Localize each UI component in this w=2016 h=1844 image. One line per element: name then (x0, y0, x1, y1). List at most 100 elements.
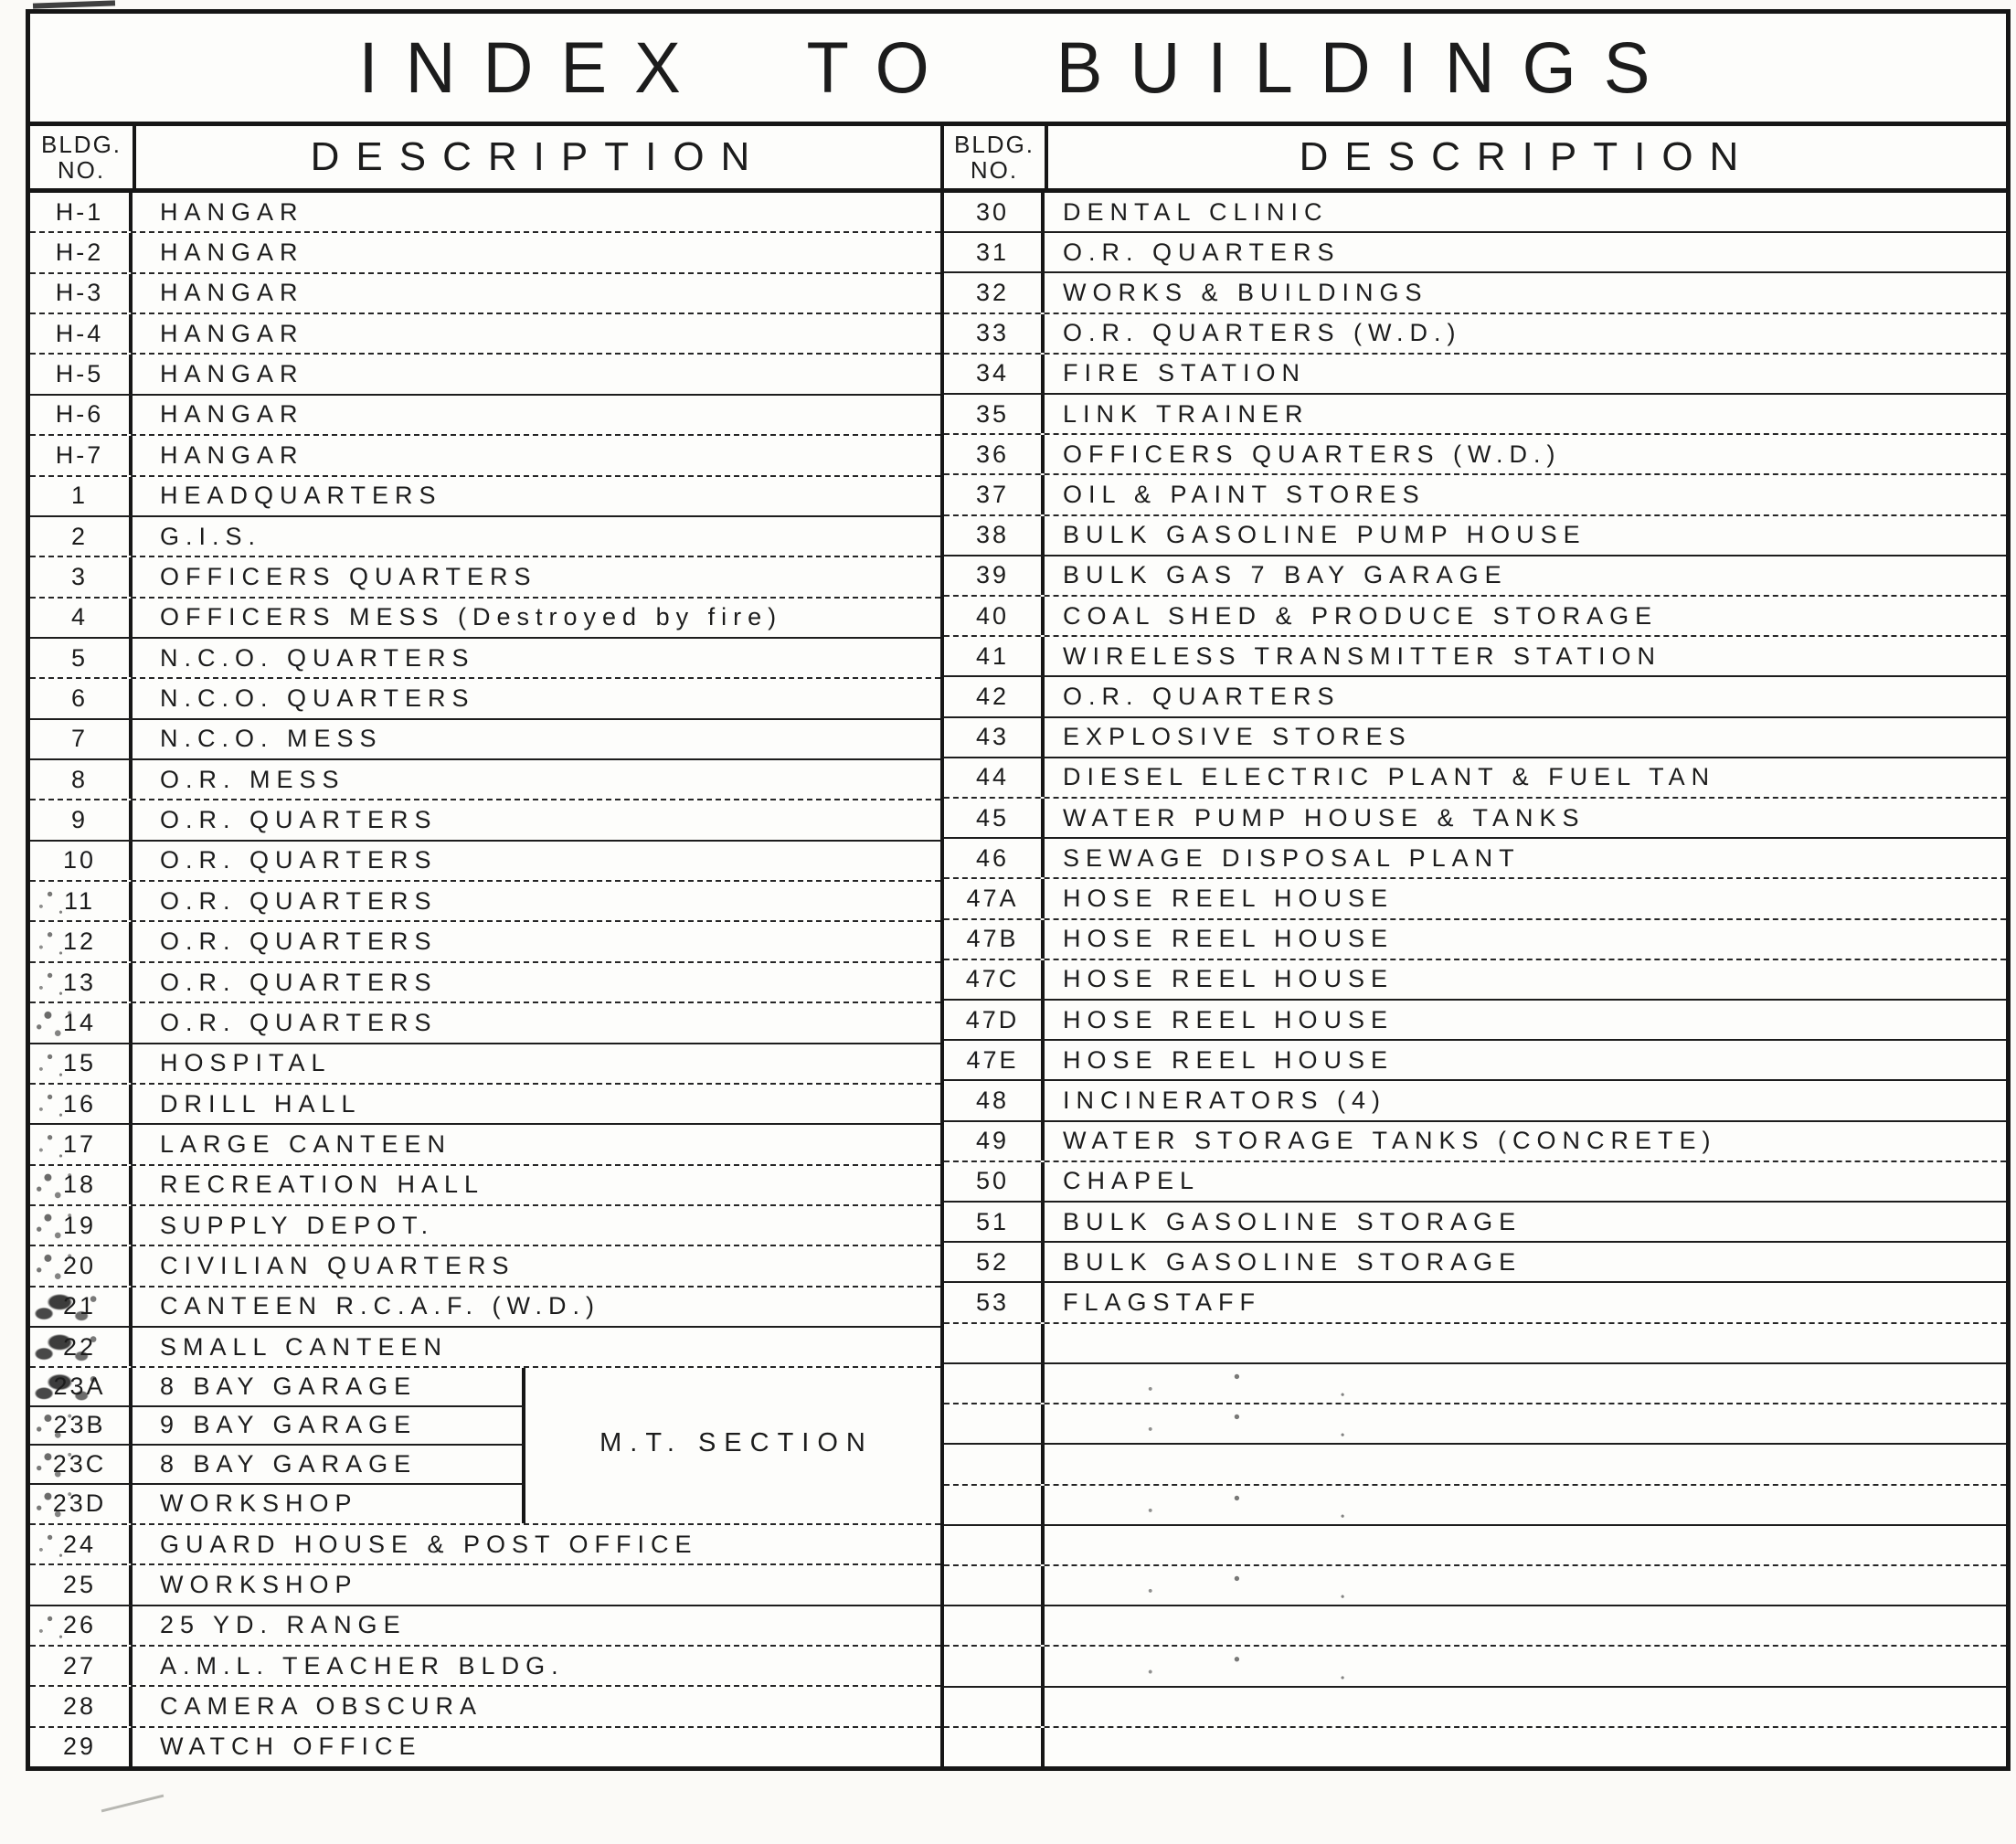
table-row (944, 1687, 2006, 1728)
table-row (944, 1727, 2006, 1766)
bldg-no-cell: 48 (944, 1081, 1045, 1120)
description-cell: DRILL HALL (160, 1089, 362, 1118)
description-cell: WATCH OFFICE (160, 1733, 422, 1761)
description-cell: O.R. QUARTERS (160, 927, 438, 956)
bldg-no-cell: 47A (944, 879, 1045, 918)
description-cell: FIRE STATION (1063, 359, 1306, 387)
description-cell: 8 BAY GARAGE (133, 1446, 525, 1485)
description-cell: LINK TRAINER (1063, 399, 1310, 428)
description-cell: CIVILIAN QUARTERS (160, 1252, 515, 1280)
description-cell: FLAGSTAFF (1063, 1288, 1262, 1317)
description-cell (1045, 1404, 2006, 1444)
table-row: 3 OFFICERS QUARTERS (30, 557, 940, 599)
description-cell: CANTEEN R.C.A.F. (W.D.) (160, 1292, 601, 1320)
bldg-no-cell: 36 (944, 435, 1045, 474)
description-cell: HANGAR (160, 400, 304, 429)
bldg-no-cell: 22 (30, 1328, 133, 1367)
description-cell: O.R. QUARTERS (160, 886, 438, 915)
description-cell: GUARD HOUSE & POST OFFICE (160, 1530, 698, 1558)
bldg-no-cell: 44 (944, 758, 1045, 798)
bldg-no-cell: 40 (944, 597, 1045, 636)
table-row: 6 N.C.O. QUARTERS (30, 679, 940, 720)
description-cell: N.C.O. QUARTERS (160, 684, 475, 712)
description-cell: DENTAL CLINIC (1063, 197, 1329, 226)
bldg-no-cell: 49 (944, 1121, 1045, 1160)
table-row: 48 INCINERATORS (4) (944, 1081, 2006, 1122)
bldg-no-cell: 18 (30, 1165, 133, 1204)
description-cell: HOSE REEL HOUSE (1063, 1005, 1395, 1033)
table-row: 29 WATCH OFFICE (30, 1727, 940, 1767)
table-row: 52 BULK GASOLINE STORAGE (944, 1243, 2006, 1284)
table-row: H-3 HANGAR (30, 273, 940, 315)
table-row: 37 OIL & PAINT STORES (944, 475, 2006, 516)
bldg-no-cell: 26 (30, 1606, 133, 1645)
bldg-no-cell: 50 (944, 1161, 1045, 1202)
table-row (944, 1445, 2006, 1486)
bldg-no-cell: 23C (30, 1446, 133, 1485)
bldg-no-cell: 19 (30, 1205, 133, 1245)
description-header: DESCRIPTION (310, 134, 767, 179)
table-row: 11 O.R. QUARTERS (30, 882, 940, 923)
right-header-row: BLDG. NO. DESCRIPTION (944, 126, 2006, 193)
bldg-no-header-line2: NO. (970, 156, 1019, 184)
table-row: 2 G.I.S. (30, 516, 940, 558)
table-row: H-4 HANGAR (30, 314, 940, 355)
description-cell: O.R. QUARTERS (W.D.) (1063, 319, 1462, 347)
description-cell (1045, 1526, 2006, 1564)
bldg-no-cell: 33 (944, 313, 1045, 353)
bldg-no-cell: 51 (944, 1203, 1045, 1242)
bldg-no-cell: 24 (30, 1524, 133, 1564)
bldg-no-cell: H-3 (30, 273, 133, 313)
bldg-no-header-line2: NO. (57, 156, 106, 184)
description-cell: BULK GASOLINE STORAGE (1063, 1247, 1523, 1276)
table-row: 26 25 YD. RANGE (30, 1606, 940, 1647)
table-row: 39 BULK GAS 7 BAY GARAGE (944, 556, 2006, 598)
description-cell: HOSE REEL HOUSE (1063, 965, 1395, 993)
bldg-no-cell (944, 1565, 1045, 1606)
table-row: H-6 HANGAR (30, 395, 940, 437)
bldg-no-cell: 10 (30, 841, 133, 881)
bldg-no-cell (944, 1647, 1045, 1686)
table-row: 51 BULK GASOLINE STORAGE (944, 1203, 2006, 1244)
bldg-no-cell: 37 (944, 475, 1045, 514)
bldg-no-cell: 5 (30, 638, 133, 678)
bldg-no-cell: 46 (944, 839, 1045, 878)
bldg-no-header-line1: BLDG. (40, 130, 122, 158)
bldg-no-cell: 1 (30, 476, 133, 515)
description-cell: 25 YD. RANGE (160, 1611, 407, 1639)
bldg-no-cell: 47E (944, 1041, 1045, 1080)
description-cell: A.M.L. TEACHER BLDG. (160, 1651, 565, 1680)
table-row: 14 O.R. QUARTERS (30, 1003, 940, 1044)
table-row: 5 N.C.O. QUARTERS (30, 638, 940, 680)
bldg-no-cell: 28 (30, 1687, 133, 1726)
bldg-no-cell: 29 (30, 1727, 133, 1767)
description-cell: HOSE REEL HOUSE (1063, 1045, 1395, 1074)
description-cell: O.R. QUARTERS (1063, 238, 1341, 266)
bldg-no-cell: 2 (30, 516, 133, 556)
description-cell: N.C.O. QUARTERS (160, 643, 475, 672)
table-row: 23C 8 BAY GARAGE (30, 1446, 940, 1485)
table-row: 47E HOSE REEL HOUSE (944, 1041, 2006, 1082)
index-table: INDEX TO BUILDINGS BLDG. NO. DESCRIPTION… (26, 9, 2011, 1771)
table-row: 31 O.R. QUARTERS (944, 233, 2006, 274)
description-cell: COAL SHED & PRODUCE STORAGE (1063, 601, 1659, 630)
table-row: 12 O.R. QUARTERS (30, 922, 940, 963)
table-row (944, 1404, 2006, 1446)
description-cell: BULK GASOLINE STORAGE (1063, 1207, 1523, 1235)
bldg-no-cell: 20 (30, 1246, 133, 1286)
table-row: 9 O.R. QUARTERS (30, 800, 940, 842)
bldg-no-cell: 39 (944, 556, 1045, 596)
bldg-no-cell: 43 (944, 717, 1045, 757)
description-cell: O.R. MESS (160, 765, 345, 793)
bldg-no-cell: H-2 (30, 233, 133, 272)
description-cell (1045, 1363, 2006, 1404)
table-row: 21 CANTEEN R.C.A.F. (W.D.) (30, 1287, 940, 1329)
description-cell (1045, 1728, 2006, 1766)
bldg-no-cell: 47B (944, 919, 1045, 959)
bldg-no-cell: 12 (30, 922, 133, 961)
bldg-no-cell (944, 1525, 1045, 1564)
description-cell: WORKS & BUILDINGS (1063, 279, 1428, 306)
description-cell (1045, 1324, 2006, 1362)
bldg-no-cell: 21 (30, 1287, 133, 1327)
bldg-no-cell: H-1 (30, 193, 133, 232)
